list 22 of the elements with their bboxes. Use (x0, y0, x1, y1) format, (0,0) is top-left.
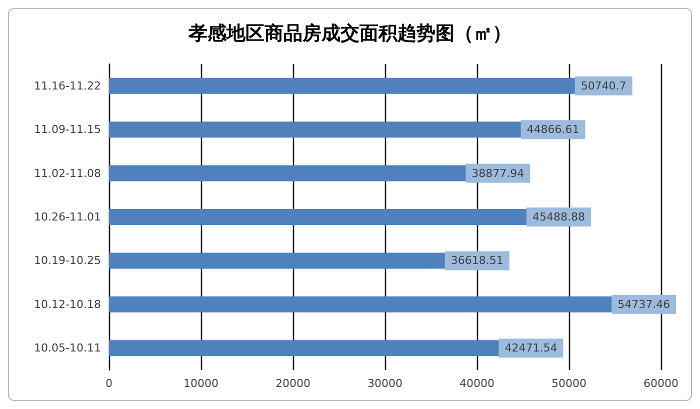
data-label: 44866.61 (526, 123, 580, 136)
data-label: 50740.7 (580, 79, 626, 92)
data-label: 45488.88 (532, 210, 585, 224)
y-tick-label: 10.26-11.01 (34, 210, 101, 224)
y-tick-label: 11.16-11.22 (34, 79, 101, 92)
x-tick-label: 0 (106, 377, 112, 390)
chart-title: 孝感地区商品房成交面积趋势图（㎡） (188, 22, 512, 44)
x-tick-label: 60000 (644, 377, 678, 390)
y-tick-label: 11.09-11.15 (34, 123, 101, 136)
x-tick-label: 40000 (460, 377, 494, 390)
data-label: 36618.51 (450, 254, 504, 268)
y-tick-label: 11.02-11.08 (34, 166, 101, 180)
y-tick-label: 10.19-10.25 (34, 254, 101, 268)
x-tick-label: 30000 (368, 377, 402, 390)
y-tick-label: 10.05-10.11 (34, 342, 101, 355)
x-tick-label: 50000 (552, 377, 586, 390)
data-label: 38877.94 (472, 166, 524, 180)
data-label: 54737.46 (618, 298, 670, 311)
y-tick-label: 10.12-10.18 (34, 298, 101, 311)
data-label: 42471.54 (504, 342, 558, 355)
x-tick-label: 10000 (184, 377, 218, 390)
x-tick-label: 20000 (276, 377, 310, 390)
